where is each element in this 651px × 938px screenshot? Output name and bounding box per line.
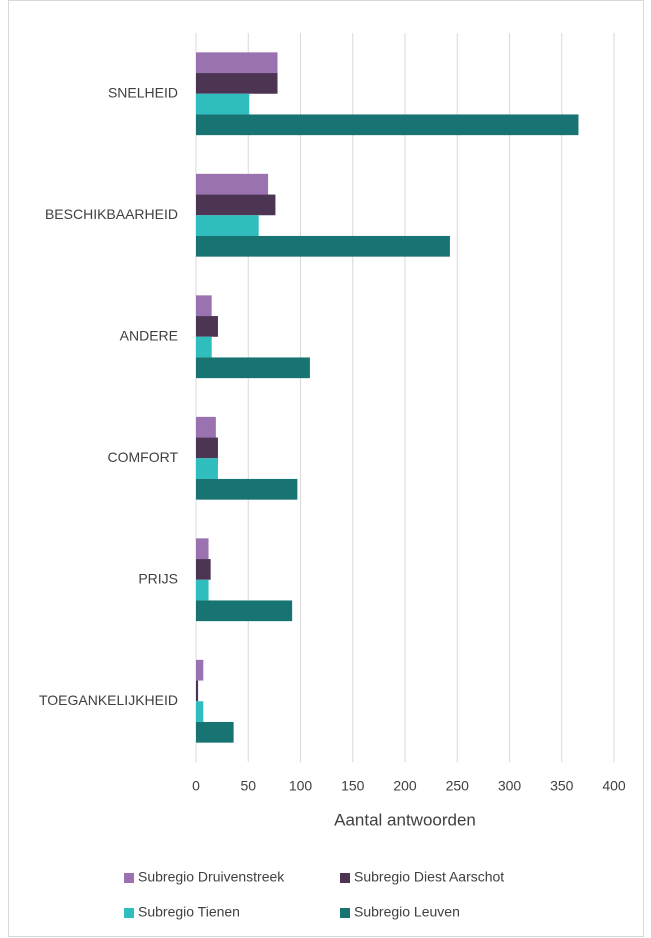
bar	[196, 336, 212, 358]
legend-swatch	[340, 908, 350, 918]
bar	[196, 458, 218, 479]
legend-swatch	[124, 873, 134, 883]
bar	[196, 173, 269, 195]
bar	[196, 215, 259, 236]
y-tick-label: BESCHIKBAARHEID	[45, 206, 178, 222]
bar	[196, 357, 310, 379]
bar	[196, 295, 212, 317]
x-tick-label: 150	[341, 778, 365, 794]
x-tick-label: 350	[550, 778, 574, 794]
y-tick-label: ANDERE	[120, 327, 178, 343]
bar	[196, 559, 211, 580]
bar	[196, 52, 278, 74]
x-tick-label: 300	[498, 778, 522, 794]
legend-label: Subregio Diest Aarschot	[354, 869, 504, 885]
x-tick-label: 0	[192, 778, 200, 794]
bar	[196, 437, 218, 459]
chart-frame	[8, 0, 644, 937]
bar	[196, 93, 250, 115]
bar	[196, 73, 278, 94]
bar	[196, 235, 450, 257]
bar	[196, 114, 579, 136]
x-tick-label: 400	[602, 778, 626, 794]
y-tick-label: SNELHEID	[108, 84, 178, 100]
bar	[196, 316, 218, 337]
y-tick-label: TOEGANKELIJKHEID	[39, 692, 178, 708]
x-tick-label: 50	[240, 778, 256, 794]
x-axis-label: Aantal antwoorden	[334, 810, 476, 829]
legend-label: Subregio Tienen	[138, 904, 240, 920]
bar	[196, 600, 293, 622]
legend-label: Subregio Druivenstreek	[138, 869, 285, 885]
bar	[196, 680, 199, 702]
bar	[196, 194, 276, 216]
x-tick-label: 100	[289, 778, 313, 794]
bar	[196, 538, 209, 560]
bar	[196, 478, 298, 500]
bar	[196, 416, 216, 438]
bar	[196, 701, 204, 722]
legend-label: Subregio Leuven	[354, 904, 460, 920]
y-tick-label: PRIJS	[138, 570, 178, 586]
legend-swatch	[124, 908, 134, 918]
legend-swatch	[340, 873, 350, 883]
bar	[196, 721, 234, 743]
bar	[196, 579, 209, 601]
x-tick-label: 250	[446, 778, 470, 794]
x-tick-label: 200	[393, 778, 417, 794]
y-tick-label: COMFORT	[107, 449, 178, 465]
bar	[196, 659, 204, 681]
